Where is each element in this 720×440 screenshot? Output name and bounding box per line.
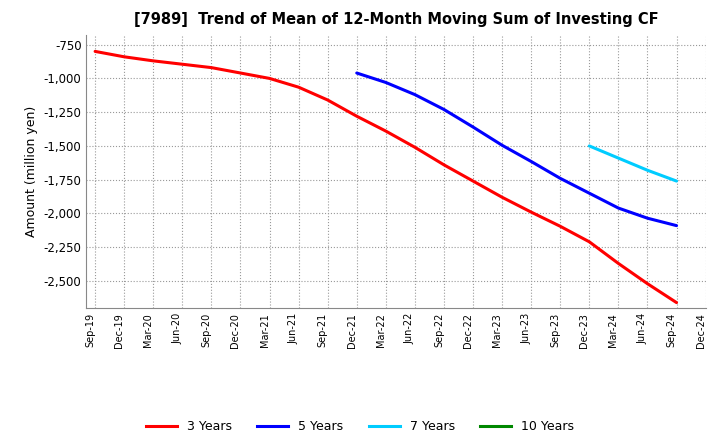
Y-axis label: Amount (million yen): Amount (million yen)	[25, 106, 38, 237]
Title: [7989]  Trend of Mean of 12-Month Moving Sum of Investing CF: [7989] Trend of Mean of 12-Month Moving …	[134, 12, 658, 27]
Legend: 3 Years, 5 Years, 7 Years, 10 Years: 3 Years, 5 Years, 7 Years, 10 Years	[141, 415, 579, 438]
